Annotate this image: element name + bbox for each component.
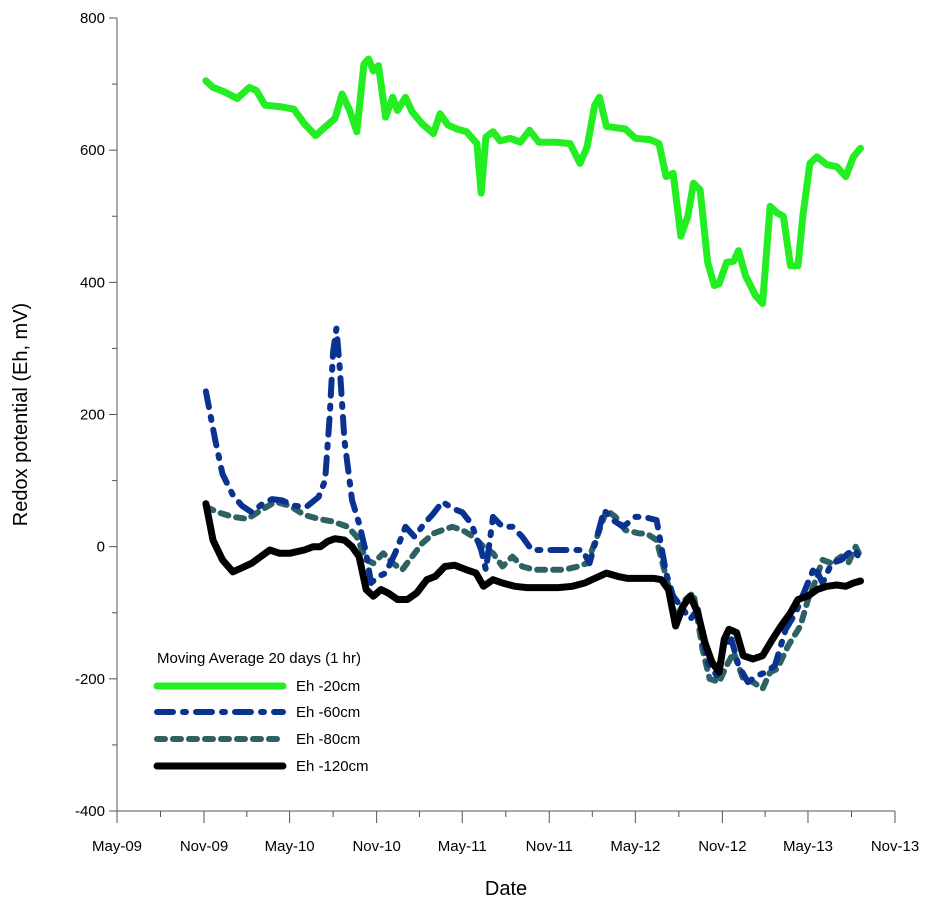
y-axis-ticks: -400 -200 0 200 400 600 800 (75, 10, 117, 820)
x-tick-label: May-13 (783, 838, 833, 855)
x-tick-label: May-10 (265, 838, 315, 855)
series-line-eh-60cm (202, 325, 864, 686)
legend-label: Eh -60cm (296, 704, 360, 721)
y-tick-label: 200 (80, 407, 105, 424)
legend-label: Eh -80cm (296, 731, 360, 748)
y-axis-title: Redox potential (Eh, mV) (10, 303, 32, 526)
x-tick-label: May-11 (438, 838, 487, 855)
x-tick-label: Nov-10 (352, 838, 400, 855)
y-tick-label: -400 (75, 803, 105, 820)
y-tick-label: 600 (80, 142, 105, 159)
series-line-eh-120cm (202, 500, 864, 676)
y-tick-label: 800 (80, 10, 105, 27)
y-tick-label: -200 (75, 671, 105, 688)
series-line-eh-20cm (202, 55, 864, 307)
series-line-eh-80cm (202, 498, 864, 692)
x-tick-label: Nov-11 (526, 838, 573, 855)
legend-title: Moving Average 20 days (1 hr) (157, 650, 361, 667)
legend: Moving Average 20 days (1 hr) Eh -20cmEh… (153, 650, 369, 775)
x-tick-label: May-09 (92, 838, 142, 855)
x-axis-ticks: May-09 Nov-09 May-10 Nov-10 May-11 Nov-11 May-… (92, 811, 919, 855)
x-axis-title: Date (485, 878, 527, 900)
y-tick-label: 0 (97, 539, 105, 556)
series-layer (202, 55, 864, 692)
x-tick-label: May-12 (610, 838, 660, 855)
legend-items: Eh -20cm Eh -60cm Eh -80cm Eh -120cm (153, 678, 369, 775)
legend-label: Eh -120cm (296, 758, 369, 775)
y-tick-label: 400 (80, 274, 105, 291)
x-tick-label: Nov-12 (698, 838, 746, 855)
x-tick-label: Nov-09 (180, 838, 228, 855)
axes: -400 -200 0 200 400 600 800 May-09 Nov-09 May-10… (75, 10, 919, 855)
x-tick-label: Nov-13 (871, 838, 919, 855)
legend-label: Eh -20cm (296, 678, 360, 695)
